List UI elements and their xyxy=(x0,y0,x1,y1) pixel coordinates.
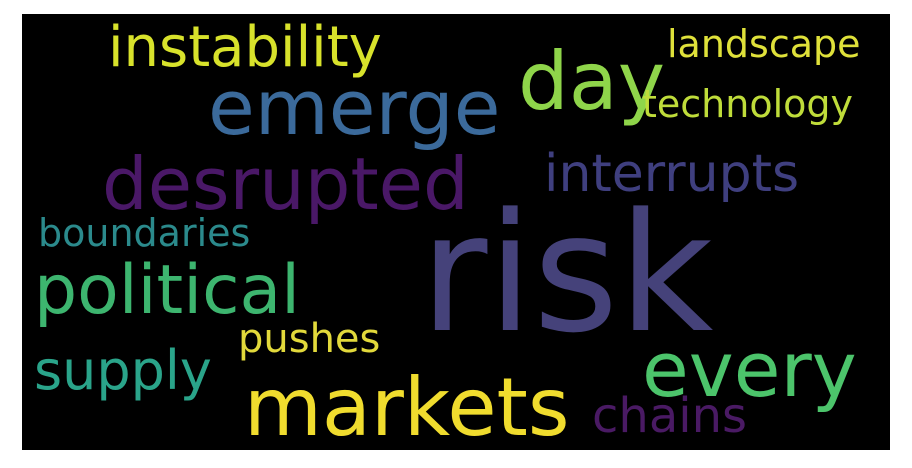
word-chains: chains xyxy=(592,388,747,444)
word-instability: instability xyxy=(108,15,382,80)
word-technology: technology xyxy=(642,82,854,126)
word-interrupts: interrupts xyxy=(544,144,800,204)
word-markets: markets xyxy=(244,361,570,450)
word-political: political xyxy=(34,251,301,330)
word-day: day xyxy=(518,35,666,128)
word-supply: supply xyxy=(34,339,212,402)
word-cloud-canvas: instability landscape day emerge technol… xyxy=(22,14,890,450)
word-landscape: landscape xyxy=(667,22,861,66)
word-every: every xyxy=(642,325,857,414)
word-pushes: pushes xyxy=(238,316,381,362)
word-boundaries: boundaries xyxy=(38,211,251,255)
word-desrupted: desrupted xyxy=(102,142,469,226)
word-risk: risk xyxy=(420,178,714,369)
word-emerge: emerge xyxy=(208,63,501,152)
